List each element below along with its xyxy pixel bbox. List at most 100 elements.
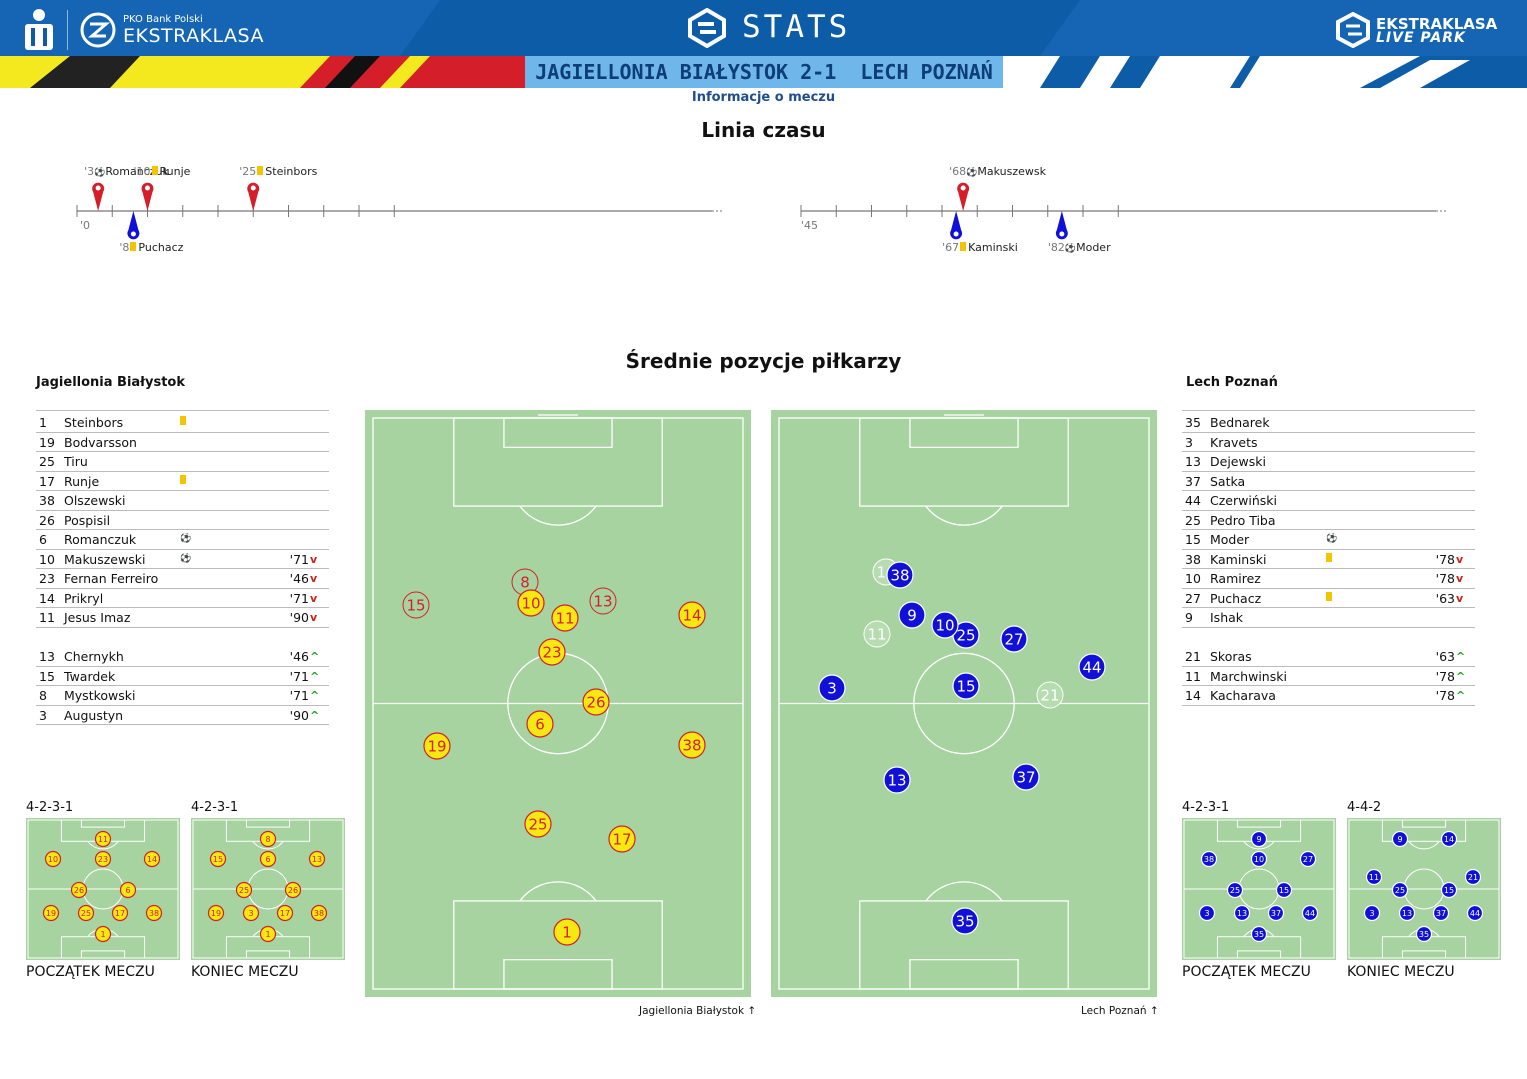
map-pin-icon[interactable] [1055,211,1068,240]
player-marker[interactable]: 35 [1250,925,1268,943]
player-marker[interactable]: 9 [1250,830,1268,848]
player-marker[interactable]: 14 [143,850,161,868]
player-marker[interactable]: 9 [898,601,926,629]
map-pin-icon[interactable] [127,211,140,240]
player-marker[interactable]: 21 [1464,868,1482,886]
player-marker[interactable]: 3 [1198,904,1216,922]
player-marker[interactable]: 35 [951,907,979,935]
player-marker[interactable]: 6 [119,881,137,899]
player-marker[interactable]: 13 [589,587,617,615]
player-marker[interactable]: 11 [1365,868,1383,886]
player-marker[interactable]: 25 [952,621,980,649]
lineup-row[interactable]: 25 Tiru [36,452,329,472]
player-marker[interactable]: 37 [1012,763,1040,791]
lineup-row[interactable]: 15 Moder ⚽ [1182,530,1475,550]
player-marker[interactable]: 25 [77,904,95,922]
player-marker[interactable]: 11 [863,620,891,648]
match-info-link[interactable]: Informacje o meczu [691,90,836,105]
player-marker[interactable]: 15 [209,850,227,868]
lineup-row[interactable]: 6 Romanczuk ⚽ [36,530,329,550]
player-marker[interactable]: 13 [308,850,326,868]
player-marker[interactable]: 25 [235,881,253,899]
lineup-row[interactable]: 13 Chernykh '46 ^ [36,647,329,667]
player-marker[interactable]: 8 [511,568,539,596]
player-marker[interactable]: 13 [883,766,911,794]
player-marker[interactable]: 15 [1440,881,1458,899]
player-marker[interactable]: 15 [1275,881,1293,899]
lineup-row[interactable]: 14 Prikryl '71 v [36,589,329,608]
player-marker[interactable]: 19 [207,904,225,922]
player-marker[interactable]: 38 [886,561,914,589]
lineup-row[interactable]: 38 Olszewski [36,491,329,511]
lineup-row[interactable]: 15 Twardek '71 ^ [36,667,329,686]
player-marker[interactable]: 35 [1415,925,1433,943]
player-marker[interactable]: 3 [1363,904,1381,922]
player-marker[interactable]: 14 [1440,830,1458,848]
player-marker[interactable]: 10 [517,589,545,617]
player-marker[interactable]: 3 [242,904,260,922]
player-marker[interactable]: 26 [284,881,302,899]
lineup-row[interactable]: 3 Augustyn '90 ^ [36,706,329,725]
lineup-row[interactable]: 9 Ishak [1182,608,1475,628]
player-marker[interactable]: 26 [582,688,610,716]
player-marker[interactable]: 15 [952,672,980,700]
player-marker[interactable]: 25 [1226,881,1244,899]
player-marker[interactable]: 6 [259,850,277,868]
lineup-row[interactable]: 10 Makuszewski ⚽ '71 v [36,550,329,569]
map-pin-icon[interactable] [957,182,970,211]
player-marker[interactable]: 38 [1200,850,1218,868]
lineup-row[interactable]: 14 Kacharava '78 ^ [1182,686,1475,706]
player-marker[interactable]: 10 [1250,850,1268,868]
lineup-row[interactable]: 3 Kravets [1182,433,1475,452]
lineup-row[interactable]: 27 Puchacz '63 v [1182,589,1475,608]
player-marker[interactable]: 44 [1466,904,1484,922]
player-marker[interactable]: 19 [423,732,451,760]
lineup-row[interactable]: 17 Runje [36,472,329,491]
player-marker[interactable]: 44 [1301,904,1319,922]
player-marker[interactable]: 9 [1391,830,1409,848]
player-marker[interactable]: 27 [1299,850,1317,868]
player-marker[interactable]: 10 [931,611,959,639]
lineup-row[interactable]: 38 Kaminski '78 v [1182,550,1475,569]
lineup-row[interactable]: 21 Skoras '63 ^ [1182,647,1475,667]
player-marker[interactable]: 38 [310,904,328,922]
player-marker[interactable]: 38 [145,904,163,922]
player-marker[interactable]: 25 [524,810,552,838]
player-marker[interactable]: 13 [1398,904,1416,922]
map-pin-icon[interactable] [92,182,105,211]
player-marker[interactable]: 21 [1036,681,1064,709]
player-marker[interactable]: 26 [70,881,88,899]
player-marker[interactable]: 15 [402,591,430,619]
lineup-row[interactable]: 1 Steinbors [36,413,329,433]
player-marker[interactable]: 1 [553,918,581,946]
player-marker[interactable]: 11 [94,830,112,848]
lineup-row[interactable]: 11 Marchwinski '78 ^ [1182,667,1475,686]
map-pin-icon[interactable] [141,182,154,211]
lineup-row[interactable]: 44 Czerwiński [1182,491,1475,511]
lineup-row[interactable]: 23 Fernan Ferreiro '46 v [36,569,329,589]
lineup-row[interactable]: 26 Pospisil [36,511,329,530]
player-marker[interactable]: 8 [259,830,277,848]
player-marker[interactable]: 1 [94,925,112,943]
player-marker[interactable]: 37 [1432,904,1450,922]
player-marker[interactable]: 19 [42,904,60,922]
player-marker[interactable]: 17 [276,904,294,922]
player-marker[interactable]: 25 [1391,881,1409,899]
lineup-row[interactable]: 13 Dejewski [1182,452,1475,472]
map-pin-icon[interactable] [247,182,260,211]
player-marker[interactable]: 6 [526,710,554,738]
player-marker[interactable]: 23 [538,638,566,666]
lineup-row[interactable]: 25 Pedro Tiba [1182,511,1475,530]
map-pin-icon[interactable] [950,211,963,240]
lineup-row[interactable]: 37 Satka [1182,472,1475,491]
player-marker[interactable]: 14 [678,601,706,629]
lineup-row[interactable]: 10 Ramirez '78 v [1182,569,1475,589]
player-marker[interactable]: 27 [1000,625,1028,653]
player-marker[interactable]: 17 [111,904,129,922]
player-marker[interactable]: 3 [818,674,846,702]
lineup-row[interactable]: 8 Mystkowski '71 ^ [36,686,329,706]
player-marker[interactable]: 10 [44,850,62,868]
player-marker[interactable]: 13 [1233,904,1251,922]
lineup-row[interactable]: 35 Bednarek [1182,413,1475,433]
lineup-row[interactable]: 19 Bodvarsson [36,433,329,452]
